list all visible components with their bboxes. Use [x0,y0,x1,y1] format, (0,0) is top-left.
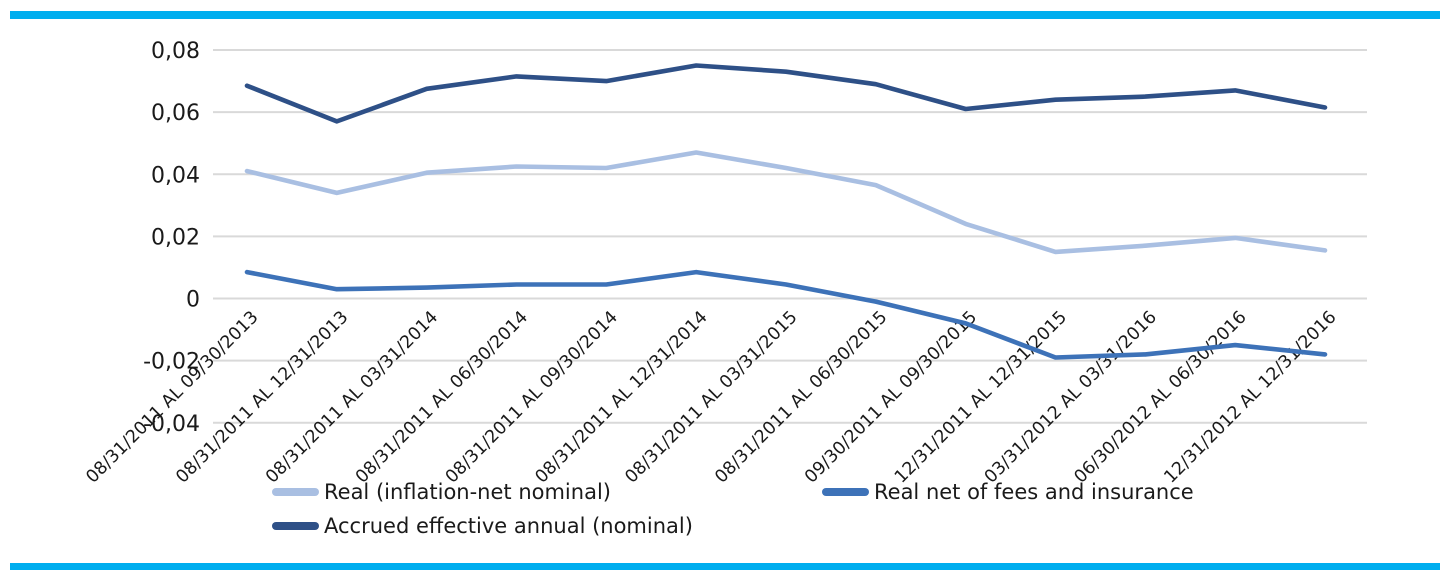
series-line [244,63,1328,124]
legend-label-real-net-of-fees: Real net of fees and insurance [874,480,1194,504]
x-axis-label: 12/31/2012 AL 12/31/2016 [1161,307,1341,487]
y-axis-label: -0,02 [143,350,200,375]
y-axis-label: 0,04 [151,163,200,188]
x-axis-label: 09/30/2011 AL 09/30/2015 [801,307,981,487]
y-axis-label: 0,08 [151,39,200,64]
legend-item-real-inflation-net: Real (inflation-net nominal) [272,480,611,504]
legend-item-accrued-effective-annual: Accrued effective annual (nominal) [272,514,693,538]
legend-item-real-net-of-fees: Real net of fees and insurance [822,480,1194,504]
x-axis-label: 08/31/2011 AL 09/30/2014 [442,307,622,487]
x-axis-label: 08/31/2011 AL 12/31/2013 [172,307,352,487]
x-axis-label: 08/31/2011 AL 06/30/2015 [711,307,891,487]
legend-label-accrued-effective-annual: Accrued effective annual (nominal) [324,514,693,538]
x-axis-label: 08/31/2011 AL 12/31/2014 [532,307,712,487]
series-line [244,150,1328,255]
series-line [244,269,1328,360]
x-axis-label: 08/31/2011 AL 06/30/2014 [352,307,532,487]
y-axis-label: 0,06 [151,101,200,126]
legend-swatch-real-net-of-fees [822,488,869,496]
x-axis-label: 08/31/2011 AL 09/30/2013 [83,307,263,487]
legend-swatch-real-inflation-net [272,488,319,496]
x-axis-label: 08/31/2011 AL 03/31/2015 [622,307,802,487]
x-axis-label: 12/31/2011 AL 12/31/2015 [891,307,1071,487]
x-axis-label: 08/31/2011 AL 03/31/2014 [262,307,442,487]
legend-swatch-accrued-effective-annual [272,522,319,530]
y-axis-label: 0 [186,288,200,313]
y-axis-label: 0,02 [151,225,200,250]
top-border-bar [10,11,1440,19]
legend-label-real-inflation-net: Real (inflation-net nominal) [324,480,611,504]
bottom-border-bar [10,563,1440,570]
x-axis-label: 03/31/2012 AL 03/31/2016 [981,307,1161,487]
y-axis-label: -0,04 [143,412,200,437]
x-axis-label: 06/30/2012 AL 06/30/2016 [1071,307,1251,487]
